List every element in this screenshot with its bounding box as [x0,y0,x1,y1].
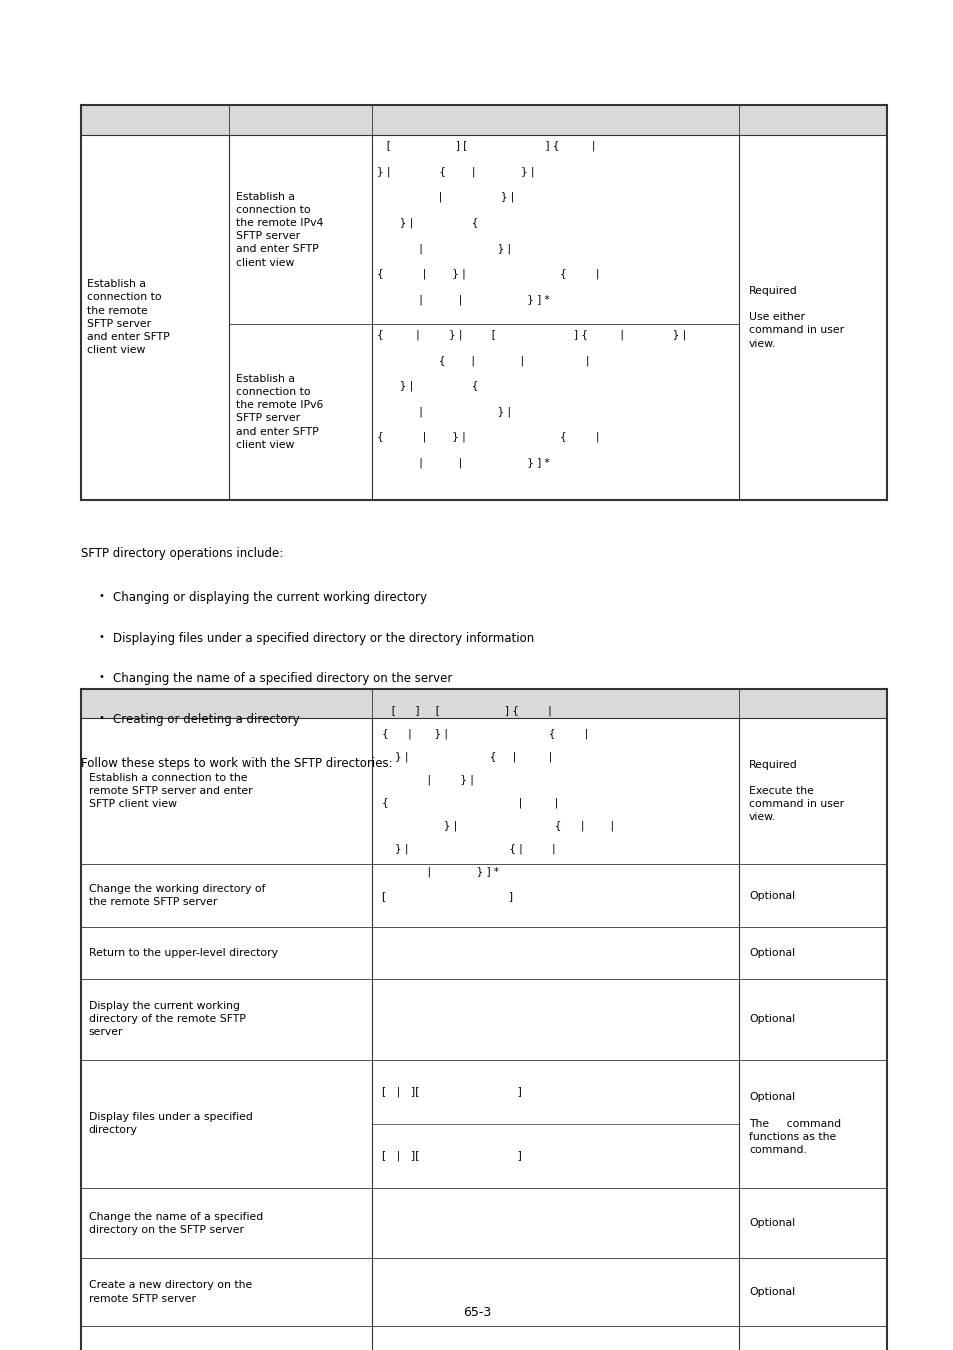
Text: Required

Execute the
command in user
view.: Required Execute the command in user vie… [748,760,843,822]
Text: |                  } |: | } | [376,192,514,202]
Text: Optional: Optional [748,1287,794,1297]
Text: |              } ] *: | } ] * [381,867,498,876]
Text: {            |        } |                             {         |: { | } | { | [376,432,598,443]
Text: |           |                    } ] *: | | } ] * [376,294,549,305]
Text: [   |   ][                            ]: [ | ][ ] [381,1087,521,1098]
Text: SFTP directory operations include:: SFTP directory operations include: [81,547,283,560]
Text: •: • [98,672,104,682]
Text: Establish a
connection to
the remote IPv6
SFTP server
and enter SFTP
client view: Establish a connection to the remote IPv… [235,374,323,450]
Text: |                       } |: | } | [376,243,511,254]
Text: [                    ] [                        ] {          |: [ ] [ ] { | [376,140,595,151]
Text: Required

Use either
command in user
view.: Required Use either command in user view… [748,286,843,348]
Bar [81,105,886,135]
Text: Optional

The     command
functions as the
command.: Optional The command functions as the co… [748,1092,841,1156]
Text: Establish a
connection to
the remote
SFTP server
and enter SFTP
client view: Establish a connection to the remote SFT… [87,279,170,355]
Text: } |                         {     |          |: } | { | | [381,752,552,761]
Text: Establish a connection to the
remote SFTP server and enter
SFTP client view: Establish a connection to the remote SFT… [89,774,253,809]
Text: {            |        } |                             {         |: { | } | { | [376,269,598,279]
Text: •: • [98,632,104,641]
Text: |           |                    } ] *: | | } ] * [376,458,549,468]
Text: |                       } |: | } | [376,406,511,417]
Text: {                                        |          |: { | | [381,798,558,807]
Text: Display files under a specified
directory: Display files under a specified director… [89,1112,253,1135]
Text: Create a new directory on the
remote SFTP server: Create a new directory on the remote SFT… [89,1280,252,1304]
Text: Follow these steps to work with the SFTP directories:: Follow these steps to work with the SFTP… [81,757,393,771]
Text: {        |              |                   |: { | | | [376,355,589,366]
Text: } |                  {: } | { [376,217,477,228]
Text: Establish a
connection to
the remote IPv4
SFTP server
and enter SFTP
client view: Establish a connection to the remote IPv… [235,192,323,267]
Text: Change the name of a specified
directory on the SFTP server: Change the name of a specified directory… [89,1211,263,1235]
Bar [81,688,886,718]
Text: Creating or deleting a directory: Creating or deleting a directory [112,713,299,726]
Text: [                                   ]: [ ] [381,891,512,900]
Text: Displaying files under a specified directory or the directory information: Displaying files under a specified direc… [112,632,534,645]
Text: } |                               { |         |: } | { | | [381,844,555,853]
Text: } |                  {: } | { [376,381,477,392]
Text: |         } |: | } | [381,775,473,784]
Text: Optional: Optional [748,1218,794,1228]
Text: 65-3: 65-3 [462,1305,491,1319]
Text: [      ]     [                    ] {         |: [ ] [ ] { | [381,706,551,716]
Text: Display the current working
directory of the remote SFTP
server: Display the current working directory of… [89,1002,245,1037]
Text: Optional: Optional [748,891,794,900]
Text: Optional: Optional [748,948,794,958]
Text: } |               {        |              } |: } | { | } | [376,166,534,177]
Text: •: • [98,591,104,601]
Text: Changing or displaying the current working directory: Changing or displaying the current worki… [112,591,426,605]
Text: •: • [98,713,104,722]
Text: [   |   ][                            ]: [ | ][ ] [381,1150,521,1161]
Text: {          |         } |         [                        ] {          |        : { | } | [ ] { | [376,329,685,340]
Text: Optional: Optional [748,1014,794,1025]
Text: Changing the name of a specified directory on the server: Changing the name of a specified directo… [112,672,452,686]
Text: {      |       } |                               {         |: { | } | { | [381,729,587,738]
Text: Return to the upper-level directory: Return to the upper-level directory [89,948,277,958]
Text: Change the working directory of
the remote SFTP server: Change the working directory of the remo… [89,884,265,907]
Bar [81,105,886,500]
Text: } |                              {      |        |: } | { | | [381,821,613,830]
